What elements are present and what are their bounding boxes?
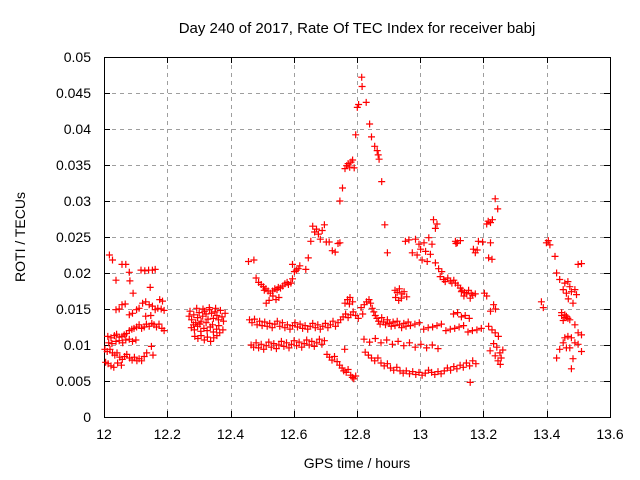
data-points-series — [101, 73, 585, 386]
y-tick-label: 0.005 — [56, 373, 91, 389]
y-tick-label: 0.03 — [64, 193, 91, 209]
y-tick-label: 0.01 — [64, 337, 91, 353]
y-tick-label: 0.045 — [56, 85, 91, 101]
x-tick-label: 13.6 — [596, 426, 623, 442]
x-tick-label: 13.2 — [470, 426, 497, 442]
y-tick-label: 0.04 — [64, 121, 91, 137]
x-tick-label: 13 — [412, 426, 428, 442]
x-tick-label: 12.6 — [280, 426, 307, 442]
x-tick-label: 13.4 — [533, 426, 560, 442]
x-tick-label: 12.8 — [343, 426, 370, 442]
y-tick-label: 0.035 — [56, 157, 91, 173]
chart-title: Day 240 of 2017, Rate Of TEC Index for r… — [178, 20, 536, 37]
x-axis-label: GPS time / hours — [303, 455, 411, 471]
x-tick-label: 12 — [96, 426, 112, 442]
y-tick-label: 0.05 — [64, 49, 91, 65]
y-tick-label: 0.025 — [56, 229, 91, 245]
x-tick-label: 12.2 — [154, 426, 181, 442]
x-tick-label: 12.4 — [217, 426, 244, 442]
y-tick-label: 0 — [83, 409, 91, 425]
y-tick-label: 0.015 — [56, 301, 91, 317]
y-axis-label: ROTI / TECUs — [12, 192, 28, 282]
y-tick-label: 0.02 — [64, 265, 91, 281]
